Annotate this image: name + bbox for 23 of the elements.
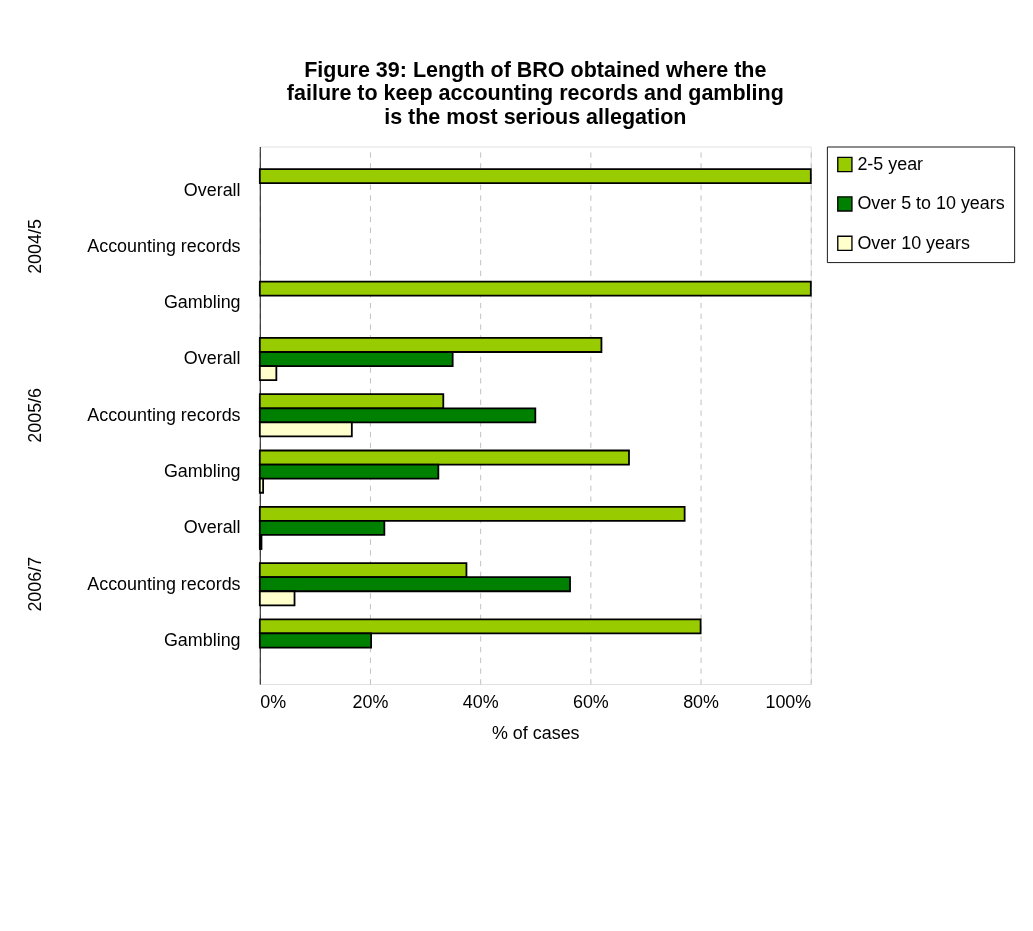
y-tick-label: Gambling [163,292,241,313]
y-tick-label: Accounting records [87,404,241,425]
legend-label: Over 5 to 10 years [857,193,1005,214]
x-tick-label: 80% [683,691,720,712]
chart-title: Figure 39: Length of BRO obtained where the failure to keep accounting records and gambling is the most serious allegation [286,58,784,129]
legend-label: Over 10 years [857,232,970,253]
y-tick-label: Accounting records [87,235,241,256]
x-axis-title: % of cases [491,723,580,744]
text: 2004/5 [25,219,46,274]
x-tick-label: 40% [462,691,499,712]
y-tick-label: Accounting records [87,573,241,594]
text: 2005/6 [25,387,46,443]
y-tick-label: Gambling [163,629,241,650]
x-tick-label: 100% [765,691,812,712]
y-tick-label: Overall [183,179,241,200]
x-tick-label: 0% [260,691,287,712]
y-tick-label: Overall [183,348,241,369]
y-tick-label: Overall [183,517,241,538]
x-tick-label: 60% [572,691,609,712]
y-tick-label: Gambling [163,461,241,481]
text: 2006/7 [25,556,46,612]
x-tick-label: 20% [352,691,389,712]
legend-label: 2-5 year [857,153,924,174]
